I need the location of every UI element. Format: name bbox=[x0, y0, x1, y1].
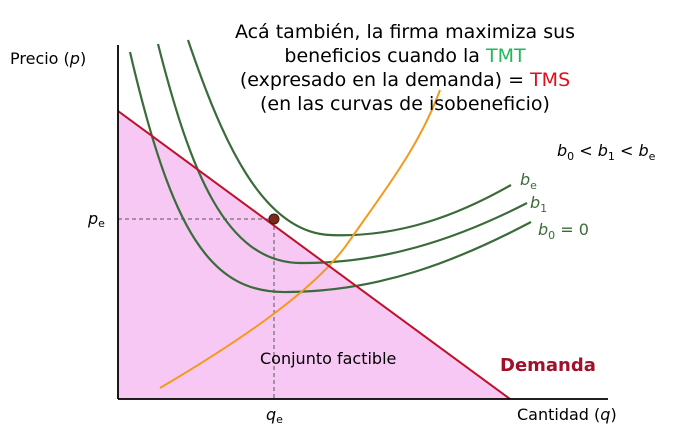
isoprofit-order-relation: b0 < b1 < be bbox=[557, 141, 656, 163]
title-line-1: Acá también, la firma maximiza sus bbox=[235, 21, 575, 43]
title-line-3: (expresado en la demanda) = TMS bbox=[240, 69, 570, 91]
curve-b1-sub: 1 bbox=[540, 202, 547, 215]
marginal-curve bbox=[159, 89, 441, 389]
pe-label: pe bbox=[87, 209, 105, 230]
y-axis-label-pre: Precio ( bbox=[10, 49, 70, 68]
curve-b0-sub: 0 bbox=[548, 229, 555, 242]
y-axis-label: Precio (p) bbox=[10, 49, 86, 68]
curve-label-be: be bbox=[520, 170, 537, 192]
rel-be-sub: e bbox=[649, 150, 656, 163]
rel-b0-sub: 0 bbox=[567, 150, 574, 163]
curve-be-sub: e bbox=[530, 179, 537, 192]
rel-be-main: b bbox=[638, 141, 648, 160]
tms-term: TMS bbox=[529, 69, 570, 91]
title-line-2: beneficios cuando la TMT bbox=[284, 45, 526, 67]
y-axis-label-post: ) bbox=[80, 49, 86, 68]
rel-b0-main: b bbox=[557, 141, 567, 160]
rel-b1-main: b bbox=[598, 141, 608, 160]
tmt-term: TMT bbox=[485, 45, 526, 67]
x-axis-label: Cantidad (q) bbox=[517, 405, 617, 424]
curve-b1-main: b bbox=[530, 193, 540, 212]
isoprofit-curve-b1 bbox=[156, 43, 528, 265]
rel-lt-2: < bbox=[615, 141, 639, 160]
title-line-3-prefix: (expresado en la demanda) = bbox=[240, 69, 530, 91]
pe-sub: e bbox=[98, 217, 105, 230]
rel-lt-1: < bbox=[574, 141, 598, 160]
feasible-set-label: Conjunto factible bbox=[260, 349, 396, 368]
pe-main: p bbox=[87, 209, 98, 228]
demand-label: Demanda bbox=[500, 355, 596, 376]
curve-be-main: b bbox=[520, 170, 530, 189]
qe-main: q bbox=[266, 405, 276, 424]
rel-b1-sub: 1 bbox=[608, 150, 615, 163]
demand-line bbox=[117, 110, 511, 400]
curve-label-b1: b1 bbox=[530, 193, 547, 215]
x-axis-label-var: q bbox=[600, 405, 610, 424]
curve-b0-main: b bbox=[538, 220, 548, 239]
y-axis-label-var: p bbox=[69, 49, 80, 68]
x-axis-label-pre: Cantidad ( bbox=[517, 405, 600, 424]
title-line-4: (en las curvas de isobeneficio) bbox=[260, 93, 550, 115]
isoprofit-curve-be bbox=[186, 39, 512, 237]
qe-sub: e bbox=[276, 413, 283, 426]
curve-label-b0: b0 = 0 bbox=[538, 220, 589, 242]
curve-b0-eq: = 0 bbox=[555, 220, 589, 239]
isoprofit-curve-b0 bbox=[128, 51, 532, 294]
title-line-2-prefix: beneficios cuando la bbox=[284, 45, 486, 67]
x-axis-label-post: ) bbox=[610, 405, 616, 424]
equilibrium-point bbox=[268, 213, 280, 225]
qe-label: qe bbox=[266, 405, 283, 426]
